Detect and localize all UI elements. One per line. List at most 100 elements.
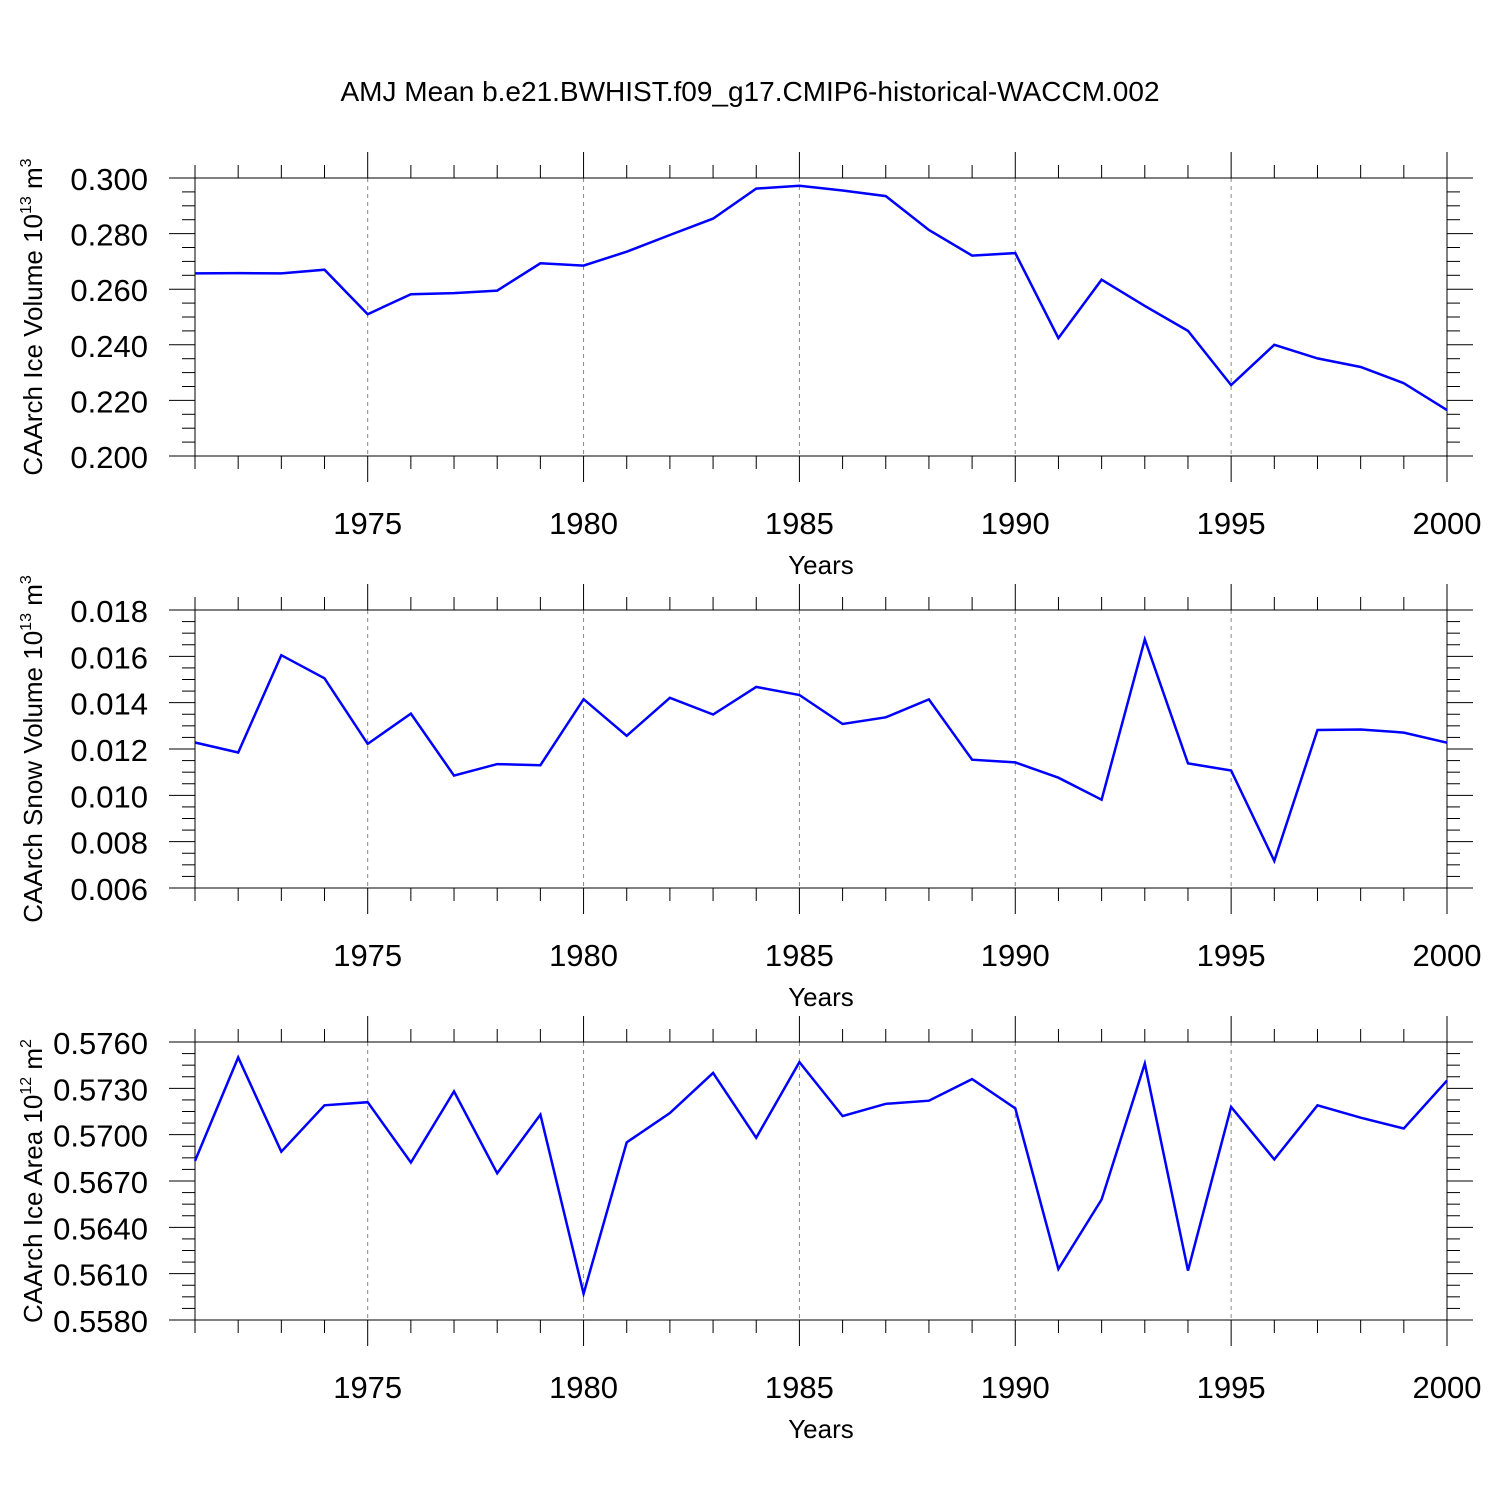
x-tick-label: 1985 bbox=[765, 938, 834, 973]
data-point bbox=[1057, 1268, 1059, 1270]
series-line bbox=[194, 184, 1448, 412]
data-point bbox=[1359, 728, 1361, 730]
data-point bbox=[194, 741, 196, 743]
data-point bbox=[237, 751, 239, 753]
data-point bbox=[971, 758, 973, 760]
data-point bbox=[1446, 742, 1448, 744]
x-tick-label: 1990 bbox=[981, 938, 1050, 973]
data-point bbox=[1230, 1106, 1232, 1108]
data-point bbox=[280, 654, 282, 656]
data-point bbox=[1446, 409, 1448, 411]
series-line bbox=[194, 635, 1448, 865]
data-point bbox=[928, 698, 930, 700]
panel-2: 1975 1980 1985 1990 1995 2000 0.006 0.008 0.010 0… bbox=[18, 575, 1481, 1012]
data-point bbox=[496, 289, 498, 291]
y-tick-label: 0.5610 bbox=[53, 1258, 148, 1293]
data-point bbox=[1144, 305, 1146, 307]
data-point bbox=[539, 764, 541, 766]
data-point bbox=[1100, 279, 1102, 281]
data-point bbox=[366, 743, 368, 745]
y-axis-label-text: CAArch Ice Volume 10 bbox=[18, 214, 48, 476]
data-point bbox=[755, 1137, 757, 1139]
y-tick-label: 0.5730 bbox=[53, 1072, 148, 1107]
data-point bbox=[496, 763, 498, 765]
x-tick-label: 1980 bbox=[549, 506, 618, 541]
data-point bbox=[410, 1161, 412, 1163]
data-point bbox=[971, 254, 973, 256]
data-point bbox=[366, 313, 368, 315]
data-point bbox=[453, 774, 455, 776]
data-point bbox=[237, 1056, 239, 1058]
x-tick-label: 1975 bbox=[333, 938, 402, 973]
data-point bbox=[1273, 1158, 1275, 1160]
data-point bbox=[582, 264, 584, 266]
y-axis-label: CAArch Ice Area 1012 m2 bbox=[18, 1039, 48, 1323]
x-tick-label: 1995 bbox=[1197, 506, 1266, 541]
data-point bbox=[1100, 799, 1102, 801]
x-axis-label: Years bbox=[788, 1414, 854, 1444]
y-axis-label-exponent: 13 bbox=[18, 196, 35, 214]
x-tick-label: 1980 bbox=[549, 938, 618, 973]
data-point bbox=[755, 187, 757, 189]
data-point bbox=[366, 1101, 368, 1103]
data-point bbox=[971, 1078, 973, 1080]
data-point bbox=[453, 1090, 455, 1092]
x-tick-label: 2000 bbox=[1413, 506, 1482, 541]
data-point bbox=[712, 1072, 714, 1074]
x-tick-label: 1985 bbox=[765, 506, 834, 541]
data-point bbox=[1144, 1062, 1146, 1064]
data-point bbox=[1403, 1127, 1405, 1129]
data-point bbox=[1014, 252, 1016, 254]
data-point bbox=[669, 234, 671, 236]
panel-3: 1975 1980 1985 1990 1995 2000 0.5580 0.5610 0.56… bbox=[18, 1016, 1481, 1444]
x-tick-label: 1985 bbox=[765, 1370, 834, 1405]
data-point bbox=[1100, 1198, 1102, 1200]
data-point bbox=[798, 185, 800, 187]
data-point bbox=[237, 272, 239, 274]
y-axis-label-text: CAArch Snow Volume 10 bbox=[18, 631, 48, 923]
y-tick-label: 0.010 bbox=[70, 779, 148, 814]
data-point bbox=[1187, 330, 1189, 332]
data-point bbox=[928, 229, 930, 231]
y-tick-label: 0.014 bbox=[70, 687, 148, 722]
data-point bbox=[1273, 860, 1275, 862]
data-point bbox=[669, 697, 671, 699]
x-tick-label: 1975 bbox=[333, 506, 402, 541]
data-point bbox=[1316, 1104, 1318, 1106]
data-point bbox=[1359, 1116, 1361, 1118]
x-tick-label: 1995 bbox=[1197, 1370, 1266, 1405]
data-point bbox=[323, 677, 325, 679]
y-tick-label: 0.012 bbox=[70, 733, 148, 768]
x-tick-label: 1975 bbox=[333, 1370, 402, 1405]
data-point bbox=[1057, 337, 1059, 339]
data-point bbox=[453, 292, 455, 294]
page-title: AMJ Mean b.e21.BWHIST.f09_g17.CMIP6-hist… bbox=[340, 76, 1160, 107]
y-tick-label: 0.5700 bbox=[53, 1119, 148, 1154]
data-point bbox=[841, 723, 843, 725]
y-axis-label-text: CAArch Ice Area 10 bbox=[18, 1095, 48, 1323]
data-point bbox=[1057, 777, 1059, 779]
data-point bbox=[410, 712, 412, 714]
data-point bbox=[885, 195, 887, 197]
x-axis-label: Years bbox=[788, 982, 854, 1012]
y-axis-label-unit: m bbox=[18, 584, 48, 613]
data-point bbox=[755, 686, 757, 688]
data-point bbox=[323, 1104, 325, 1106]
data-point bbox=[410, 293, 412, 295]
y-tick-label: 0.5670 bbox=[53, 1165, 148, 1200]
data-point bbox=[1316, 357, 1318, 359]
y-tick-label: 0.220 bbox=[70, 384, 148, 419]
data-point bbox=[1230, 769, 1232, 771]
data-point bbox=[280, 1150, 282, 1152]
data-point bbox=[1359, 366, 1361, 368]
y-axis-label-exponent: 13 bbox=[18, 613, 35, 631]
y-tick-label: 0.300 bbox=[70, 162, 148, 197]
data-point bbox=[928, 1099, 930, 1101]
y-axis-label-unit: m bbox=[18, 167, 48, 196]
data-point bbox=[194, 272, 196, 274]
y-tick-label: 0.200 bbox=[70, 440, 148, 475]
data-point bbox=[626, 1141, 628, 1143]
data-point bbox=[323, 269, 325, 271]
plot-frame bbox=[194, 609, 1448, 889]
data-point bbox=[885, 716, 887, 718]
